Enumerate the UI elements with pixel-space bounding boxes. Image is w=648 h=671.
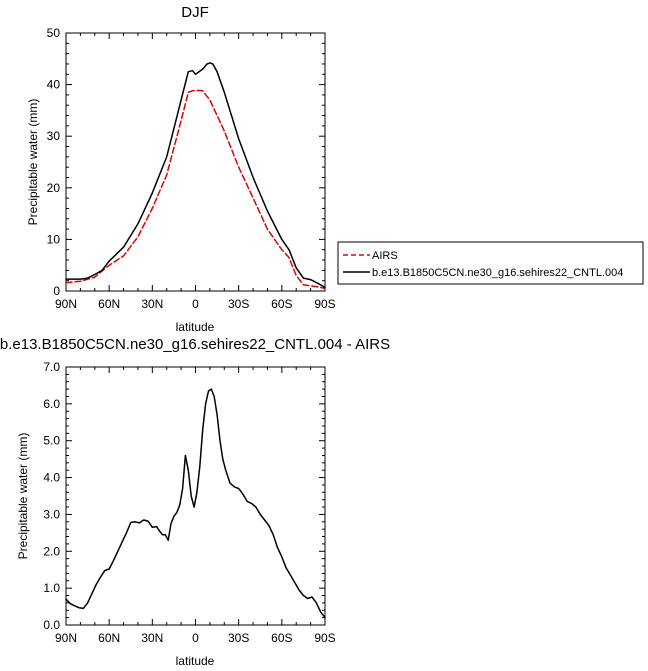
top-x-tick-label: 30N [141,297,163,311]
bottom-y-tick-label: 1.0 [43,581,60,595]
bottom-x-tick-label: 60S [271,631,292,645]
bottom-y-tick-label: 5.0 [43,434,60,448]
bottom-chart-title: b.e13.B1850C5CN.ne30_g16.sehires22_CNTL.… [0,336,390,353]
legend-label-model: b.e13.B1850C5CN.ne30_g16.sehires22_CNTL.… [372,267,623,279]
bottom-y-axis-label: Precipitable water (mm) [16,433,30,560]
top-y-tick-label: 40 [47,78,61,92]
top-x-tick-label: 60S [271,297,292,311]
bottom-plot-area: 0.0 1.0 2.0 3.0 4.0 5.0 6.0 7.0 90N 60N 30N 0 30S 60S… [43,360,335,645]
top-y-tick-label: 20 [47,181,61,195]
top-series-line-0 [65,89,326,290]
top-y-tick-label: 50 [47,26,61,40]
top-y-tick-label: 30 [47,129,61,143]
top-x-tick-label: 0 [192,297,199,311]
bottom-x-tick-label: 30N [141,631,163,645]
top-panel: DJF 0 10 20 30 40 50 90N 60N 30N 0 30S 60S 90S Preci… [26,4,644,334]
top-x-tick-label: 90S [314,297,335,311]
bottom-x-tick-label: 30S [228,631,249,645]
legend-frame [337,241,644,285]
top-x-tick-label: 30S [228,297,249,311]
top-y-tick-label: 10 [47,232,61,246]
top-plot-frame [65,32,326,292]
bottom-y-tick-label: 0.0 [43,618,60,632]
bottom-y-tick-label: 3.0 [43,507,60,521]
bottom-x-tick-label: 0 [192,631,199,645]
top-series-line-1 [65,62,326,289]
legend-label-airs: AIRS [372,250,398,262]
bottom-panel: b.e13.B1850C5CN.ne30_g16.sehires22_CNTL.… [0,336,390,668]
top-x-tick-label: 90N [55,297,77,311]
top-y-tick-label: 0 [53,284,60,298]
bottom-y-tick-label: 4.0 [43,471,60,485]
top-chart-title: DJF [181,4,209,21]
bottom-x-axis-label: latitude [176,654,215,668]
bottom-x-tick-label: 90N [55,631,77,645]
bottom-series-line-0 [65,388,326,619]
legend: AIRS b.e13.B1850C5CN.ne30_g16.sehires22_… [337,241,644,285]
bottom-x-tick-label: 90S [314,631,335,645]
bottom-y-tick-label: 7.0 [43,360,60,374]
top-y-axis-label: Precipitable water (mm) [26,99,40,226]
top-x-tick-label: 60N [98,297,120,311]
top-x-axis-label: latitude [176,320,215,334]
bottom-y-tick-label: 6.0 [43,397,60,411]
bottom-y-tick-label: 2.0 [43,544,60,558]
top-plot-area: 0 10 20 30 40 50 90N 60N 30N 0 30S 60S 90S [47,26,336,311]
bottom-x-tick-label: 60N [98,631,120,645]
